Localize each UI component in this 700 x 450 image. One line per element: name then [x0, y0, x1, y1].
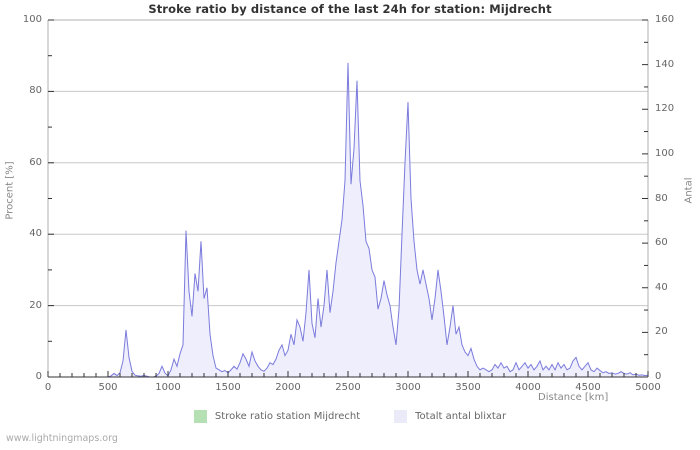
- y-tick-label-left: 60: [29, 156, 42, 168]
- y-tick-label-left: 0: [35, 371, 42, 382]
- x-axis-label: Distance [km]: [538, 392, 609, 403]
- y-tick-label-right: 140: [655, 58, 675, 70]
- x-tick-label: 3500: [455, 382, 481, 393]
- legend-item[interactable]: Totalt antal blixtar: [394, 410, 506, 423]
- x-tick-label: 4500: [575, 382, 601, 393]
- chart-title: Stroke ratio by distance of the last 24h…: [148, 2, 552, 16]
- y-tick-label-right: 100: [655, 147, 675, 159]
- y-tick-label-right: 0: [655, 371, 662, 382]
- x-tick-label: 2500: [335, 382, 361, 393]
- chart-legend: Stroke ratio station Mijdrecht Totalt ant…: [0, 410, 700, 423]
- legend-item[interactable]: Stroke ratio station Mijdrecht: [193, 410, 361, 423]
- y-tick-label-right: 60: [655, 237, 668, 249]
- y-axis-label-right: Antal: [683, 177, 695, 204]
- y-tick-label-right: 80: [655, 192, 668, 204]
- x-tick-label: 1500: [215, 382, 241, 393]
- y-tick-label-left: 20: [29, 299, 42, 311]
- y-tick-label-left: 80: [29, 85, 42, 97]
- x-tick-label: 5000: [635, 382, 661, 393]
- x-tick-label: 4000: [515, 382, 541, 393]
- legend-label: Stroke ratio station Mijdrecht: [214, 411, 361, 422]
- y-axis-label-left: Procent [%]: [4, 161, 16, 220]
- y-tick-label-left: 40: [29, 228, 42, 240]
- x-tick-label: 500: [98, 382, 118, 393]
- x-tick-label: 3000: [395, 382, 421, 393]
- legend-swatch-icon: [193, 410, 207, 423]
- y-tick-label-right: 40: [655, 281, 668, 293]
- x-tick-label: 0: [44, 382, 52, 393]
- y-tick-label-right: 120: [655, 103, 675, 115]
- y-tick-label-left: 100: [22, 14, 42, 25]
- x-tick-label: 2000: [275, 382, 301, 393]
- x-tick-label: 1000: [155, 382, 181, 393]
- y-tick-label-right: 20: [655, 326, 668, 338]
- y-tick-label-right: 160: [655, 14, 675, 25]
- watermark: www.lightningmaps.org: [6, 433, 118, 444]
- series-area-total-strokes: [48, 62, 648, 378]
- legend-label: Totalt antal blixtar: [415, 411, 507, 422]
- legend-swatch-icon: [394, 410, 408, 423]
